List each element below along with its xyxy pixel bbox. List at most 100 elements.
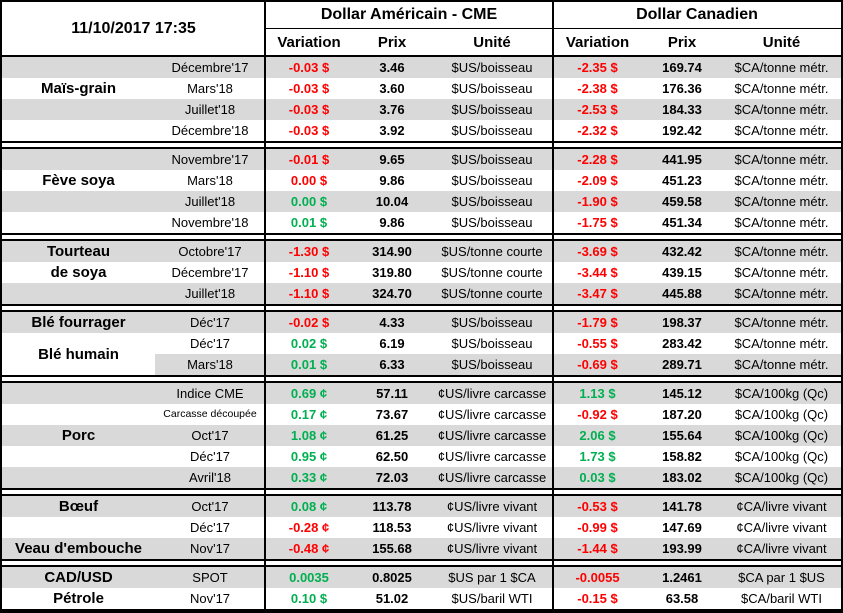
us-price-cell: 3.60 xyxy=(379,81,405,96)
us-column-headers: Variation Prix Unité xyxy=(265,29,553,55)
commodity-label: Blé fourrager xyxy=(31,314,126,331)
commodity-label-cell xyxy=(2,446,155,467)
commodity-label: Pétrole xyxy=(53,590,104,607)
commodity-label: Porc xyxy=(61,427,96,444)
commodity-label-cell xyxy=(2,149,155,170)
ca-variation-cell: -0.99 $ xyxy=(577,520,618,535)
ca-unit-cell: $CA/tonne métr. xyxy=(734,60,829,75)
us-price-cell: 155.68 xyxy=(372,541,412,556)
month-cell: Indice CME xyxy=(176,386,244,401)
us-unit-cell: ¢US/livre carcasse xyxy=(437,407,547,422)
us-price-cell: 73.67 xyxy=(375,407,409,422)
ca-unit-cell: ¢CA/livre vivant xyxy=(736,541,827,556)
us-variation-cell: -1.30 $ xyxy=(288,244,330,259)
ca-price-cell: 141.78 xyxy=(662,499,702,514)
ca-price-cell: 192.42 xyxy=(662,123,702,138)
us-price-cell: 9.65 xyxy=(379,152,405,167)
ca-unit-cell: $CA/tonne métr. xyxy=(734,81,829,96)
us-unit-cell: $US/boisseau xyxy=(451,336,533,351)
us-price-cell: 51.02 xyxy=(375,591,409,606)
ca-section-title: Dollar Canadien xyxy=(553,2,841,29)
ca-price-cell: 183.02 xyxy=(662,470,702,485)
table-row: Décembre'17 -0.03 $ 3.46 $US/boisseau -2.35 … xyxy=(2,57,841,78)
ca-unit-header: Unité xyxy=(762,33,801,51)
ca-variation-cell: -0.15 $ xyxy=(577,591,618,606)
us-price-cell: 4.33 xyxy=(379,315,405,330)
month-cell: Déc'17 xyxy=(189,520,231,535)
us-variation-cell: 0.08 ¢ xyxy=(290,499,328,514)
group-divider xyxy=(2,559,841,567)
commodity-label: de soya xyxy=(50,264,107,281)
table-row: Novembre'17 -0.01 $ 9.65 $US/boisseau -2.28 … xyxy=(2,149,841,170)
commodity-label-cell xyxy=(2,404,155,425)
ca-price-cell: 169.74 xyxy=(662,60,702,75)
us-variation-cell: 0.00 $ xyxy=(290,173,328,188)
month-cell: Déc'17 xyxy=(189,336,231,351)
ca-unit-cell: $CA/100kg (Qc) xyxy=(734,470,829,485)
report-timestamp: 11/10/2017 17:35 xyxy=(71,19,196,37)
ca-variation-cell: 0.03 $ xyxy=(579,470,616,485)
us-unit-cell: $US/tonne courte xyxy=(441,286,543,301)
us-variation-cell: 0.01 $ xyxy=(290,215,328,230)
table-row: Carcasse découpée 0.17 ¢ 73.67 ¢US/livre ca… xyxy=(2,404,841,425)
ca-variation-cell: -2.53 $ xyxy=(577,102,618,117)
table-row: Nov'17 -0.48 ¢ 155.68 ¢US/livre vivant -1.44… xyxy=(2,538,841,559)
us-variation-cell: -1.10 $ xyxy=(288,265,330,280)
month-cell: Juillet'18 xyxy=(184,194,236,209)
ca-unit-cell: ¢CA/livre vivant xyxy=(736,499,827,514)
commodity-label-cell xyxy=(2,283,155,304)
month-cell: Nov'17 xyxy=(189,591,231,606)
us-variation-cell: 0.02 $ xyxy=(290,336,328,351)
group-divider xyxy=(2,233,841,241)
us-price-cell: 314.90 xyxy=(372,244,412,259)
table-row: Novembre'18 0.01 $ 9.86 $US/boisseau -1.75 $… xyxy=(2,212,841,233)
ca-unit-cell: $CA/tonne métr. xyxy=(734,336,829,351)
us-dollar-section-header: Dollar Américain - CME Variation Prix Un… xyxy=(265,2,553,55)
commodity-label: CAD/USD xyxy=(44,569,113,586)
table-row: Juillet'18 -1.10 $ 324.70 $US/tonne courte -… xyxy=(2,283,841,304)
table-row: Déc'17 -0.02 $ 4.33 $US/boisseau -1.79 $ 198.… xyxy=(2,312,841,333)
ca-price-cell: 451.23 xyxy=(662,173,702,188)
commodity-label-cell xyxy=(2,57,155,78)
us-price-cell: 3.76 xyxy=(379,102,405,117)
us-unit-cell: $US/boisseau xyxy=(451,102,533,117)
month-cell: Juillet'18 xyxy=(184,102,236,117)
us-price-cell: 324.70 xyxy=(372,286,412,301)
table-header: 11/10/2017 17:35 Dollar Américain - CME … xyxy=(2,2,841,57)
commodity-group: Déc'17 -0.02 $ 4.33 $US/boisseau -1.79 $ 198.… xyxy=(2,312,841,375)
us-unit-cell: $US/boisseau xyxy=(451,123,533,138)
ca-price-cell: 145.12 xyxy=(662,386,702,401)
month-cell: Décembre'17 xyxy=(171,265,249,280)
us-price-header: Prix xyxy=(377,33,407,51)
ca-variation-cell: -3.44 $ xyxy=(577,265,618,280)
us-variation-header: Variation xyxy=(277,33,341,51)
table-row: Mars'18 0.01 $ 6.33 $US/boisseau -0.69 $ 289.… xyxy=(2,354,841,375)
us-unit-cell: ¢US/livre vivant xyxy=(446,499,538,514)
month-cell: Mars'18 xyxy=(187,81,233,96)
commodity-label-cell xyxy=(2,467,155,488)
us-price-cell: 6.19 xyxy=(379,336,405,351)
ca-variation-cell: -2.38 $ xyxy=(577,81,618,96)
table-row: Déc'17 0.02 $ 6.19 $US/boisseau -0.55 $ 283.4… xyxy=(2,333,841,354)
ca-unit-cell: $CA/tonne métr. xyxy=(734,244,829,259)
table-row: Décembre'18 -0.03 $ 3.92 $US/boisseau -2.32 … xyxy=(2,120,841,141)
us-unit-cell: $US/boisseau xyxy=(451,173,533,188)
ca-price-cell: 187.20 xyxy=(662,407,702,422)
commodity-group: SPOT 0.0035 0.8025 $US par 1 $CA -0.0055 1.24… xyxy=(2,567,841,609)
month-cell: Oct'17 xyxy=(191,428,229,443)
month-cell: Octobre'17 xyxy=(178,244,242,259)
us-unit-header: Unité xyxy=(473,33,511,51)
ca-variation-header: Variation xyxy=(565,33,630,51)
us-price-cell: 0.8025 xyxy=(372,570,412,585)
table-body: Décembre'17 -0.03 $ 3.46 $US/boisseau -2.35 … xyxy=(2,57,841,609)
ca-variation-cell: -0.92 $ xyxy=(577,407,618,422)
group-divider xyxy=(2,304,841,312)
ca-unit-cell: $CA/tonne métr. xyxy=(734,123,829,138)
ca-column-headers: Variation Prix Unité xyxy=(553,29,841,55)
ca-variation-cell: -0.53 $ xyxy=(577,499,618,514)
ca-unit-cell: $CA/100kg (Qc) xyxy=(734,386,829,401)
ca-price-cell: 459.58 xyxy=(662,194,702,209)
month-cell: Carcasse découpée xyxy=(163,408,257,420)
ca-unit-cell: $CA/tonne métr. xyxy=(734,152,829,167)
